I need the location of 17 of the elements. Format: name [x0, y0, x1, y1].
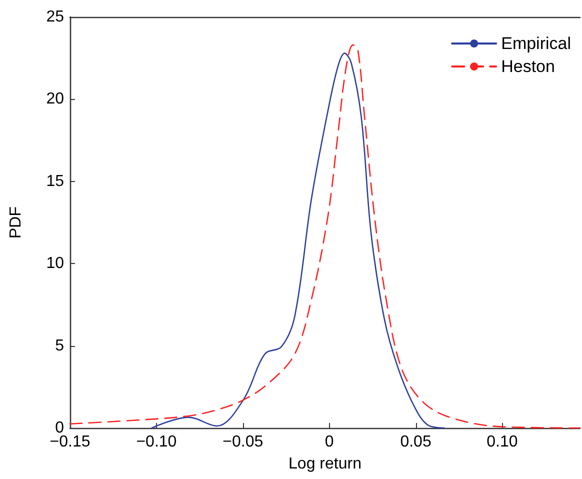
x-axis-title: Log return — [288, 456, 362, 472]
y-tick-label: 15 — [46, 172, 64, 190]
x-tick-label: 0 — [324, 434, 334, 450]
y-tick-label: 10 — [46, 255, 64, 272]
y-tick-label: 20 — [46, 90, 64, 108]
y-tick-label: 5 — [55, 337, 64, 354]
x-tick-label: −0.05 — [222, 434, 264, 450]
x-tick-label: −0.15 — [50, 434, 90, 450]
x-tick-label: 0.10 — [486, 434, 518, 450]
y-tick-label: 0 — [55, 420, 64, 436]
y-axis-title: PDF — [8, 206, 24, 238]
legend-label: Heston — [501, 57, 555, 76]
x-tick-label: −0.10 — [136, 434, 177, 450]
y-tick-label: 25 — [46, 8, 64, 26]
x-tick-label: 0.05 — [400, 434, 432, 450]
legend-label: Empirical — [501, 34, 572, 53]
line-series — [151, 52, 445, 429]
